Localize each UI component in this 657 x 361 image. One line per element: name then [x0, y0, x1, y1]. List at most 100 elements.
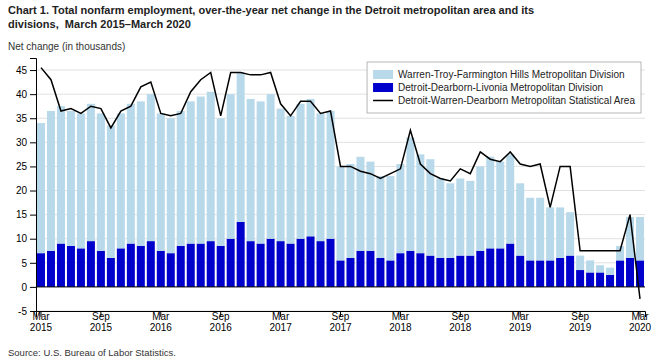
y-tick: 40: [16, 89, 36, 100]
y-axis-line: [30, 59, 37, 312]
text-line: 2019: [569, 322, 592, 333]
bar: [466, 256, 474, 287]
y-tick-mark: [30, 311, 36, 312]
bar: [217, 246, 225, 287]
bar: [267, 239, 275, 287]
bar: [67, 246, 75, 287]
bar: [536, 198, 544, 261]
bar: [496, 248, 504, 287]
x-tick-label: Sep2017: [329, 311, 352, 333]
x-tick: Mar2015: [30, 311, 53, 333]
bar: [476, 166, 484, 250]
bar: [257, 101, 265, 243]
grid-line: [36, 286, 645, 287]
bar: [297, 104, 305, 239]
y-tick-label: 45: [16, 65, 28, 76]
text-line: 2020: [629, 322, 652, 333]
x-tick-label: Mar2016: [150, 311, 173, 333]
y-tick-mark: [30, 263, 36, 264]
chart-container: Chart 1. Total nonfarm employment, over-…: [0, 0, 657, 361]
x-tick: Sep2019: [569, 311, 592, 333]
bar: [346, 164, 354, 258]
y-axis: -5051015202530354045: [16, 59, 37, 317]
bar: [147, 241, 155, 287]
text-line: 2015: [90, 322, 113, 333]
bar: [227, 239, 235, 287]
chart: Chart 1. Total nonfarm employment, over-…: [0, 0, 657, 361]
bar: [626, 258, 634, 287]
bar: [157, 251, 165, 287]
bar: [37, 253, 45, 287]
bar: [566, 256, 574, 287]
bar: [307, 236, 315, 287]
legend-frame: [367, 62, 641, 113]
y-tick-label: 15: [16, 209, 28, 220]
bar: [287, 116, 295, 244]
y-tick: 0: [21, 282, 36, 293]
bar: [506, 154, 514, 243]
bar: [366, 251, 374, 287]
text-line: Sep: [212, 311, 230, 322]
bar: [606, 268, 614, 275]
x-tick: Mar2016: [150, 311, 173, 333]
bar: [337, 260, 345, 287]
x-tick: Sep2017: [329, 311, 352, 333]
text-line: 2016: [150, 322, 173, 333]
x-tick-label: Sep2015: [90, 311, 113, 333]
bar: [137, 101, 145, 246]
y-tick-label: 30: [16, 137, 28, 148]
y-tick: 35: [16, 113, 36, 124]
bar: [137, 246, 145, 287]
bar: [197, 244, 205, 287]
bar: [546, 260, 554, 287]
y-tick-mark: [30, 94, 36, 95]
bar: [576, 256, 584, 270]
bar: [117, 248, 125, 287]
legend-swatch: [373, 100, 393, 102]
bar: [97, 251, 105, 287]
bar: [147, 94, 155, 241]
bar: [536, 260, 544, 287]
bar: [207, 92, 215, 241]
text-line: Sep: [451, 311, 469, 322]
y-tick-label: 40: [16, 89, 28, 100]
y-tick: 20: [16, 185, 36, 196]
text-line: 2019: [509, 322, 532, 333]
x-tick-label: Sep2019: [569, 311, 592, 333]
y-tick: 25: [16, 161, 36, 172]
bar: [337, 166, 345, 260]
bar: [57, 106, 65, 243]
bar: [217, 118, 225, 246]
bar: [556, 258, 564, 287]
text-line: 2016: [210, 322, 233, 333]
bar: [277, 109, 285, 242]
bar: [416, 253, 424, 287]
text-line: Mar: [272, 311, 290, 322]
y-tick-label: 25: [16, 161, 28, 172]
y-tick-mark: [30, 215, 36, 216]
y-tick: 5: [21, 258, 36, 269]
x-tick-label: Mar2020: [629, 311, 652, 333]
x-tick-label: Mar2015: [30, 311, 53, 333]
x-tick: Mar2020: [629, 311, 652, 333]
bar: [446, 258, 454, 287]
y-tick-label: 0: [21, 282, 27, 293]
bar: [476, 251, 484, 287]
bar: [426, 256, 434, 287]
bar: [586, 260, 594, 272]
bar: [177, 246, 185, 287]
bar: [376, 176, 384, 258]
x-axis: Mar2015Sep2015Mar2016Sep2016Mar2017Sep20…: [30, 311, 652, 333]
bar: [237, 222, 245, 287]
bar: [177, 111, 185, 246]
bar: [376, 258, 384, 287]
bar: [47, 251, 55, 287]
bar: [67, 111, 75, 246]
bar: [406, 251, 414, 287]
bar: [576, 270, 584, 287]
bar: [486, 248, 494, 287]
bar: [596, 272, 604, 286]
x-tick: Sep2018: [449, 311, 472, 333]
bar: [396, 253, 404, 287]
zero-line: [36, 286, 645, 287]
